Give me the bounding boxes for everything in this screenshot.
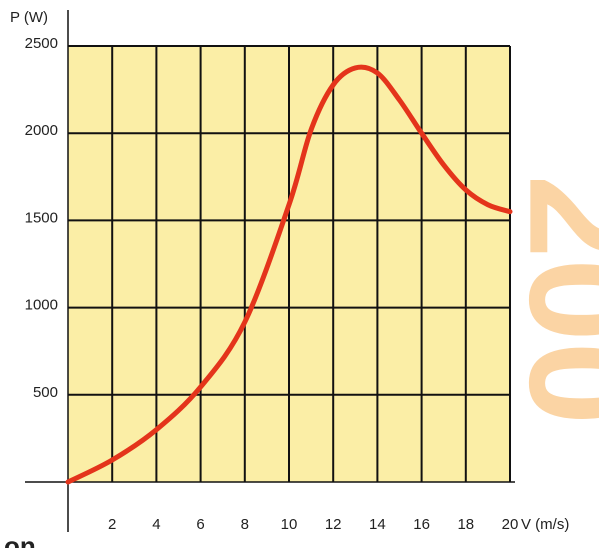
x-tick-label: 2 — [108, 516, 116, 533]
y-tick-label: 2000 — [25, 122, 58, 139]
x-tick-label: 12 — [325, 516, 342, 533]
y-tick-label: 2500 — [25, 35, 58, 52]
x-tick-label: 6 — [196, 516, 204, 533]
x-tick-label: 8 — [241, 516, 249, 533]
caption: on — [4, 531, 36, 548]
y-tick-label: 500 — [33, 384, 58, 401]
watermark: 200 — [498, 175, 599, 425]
x-tick-label: 20 — [502, 516, 519, 533]
x-tick-label: 18 — [457, 516, 474, 533]
x-tick-label: 14 — [369, 516, 386, 533]
plot: 2 4 6 8 10 12 14 16 18 20 500 1000 1500 2000 2500 — [25, 10, 519, 533]
y-tick-label: 1500 — [25, 209, 58, 226]
x-tick-label: 16 — [413, 516, 430, 533]
power-curve — [65, 64, 513, 485]
x-tick-label: 4 — [152, 516, 160, 533]
y-tick-label: 1000 — [25, 297, 58, 314]
x-axis-label: V (m/s) — [521, 516, 569, 533]
x-tick-label: 10 — [281, 516, 298, 533]
y-axis-label: P (W) — [10, 9, 48, 26]
